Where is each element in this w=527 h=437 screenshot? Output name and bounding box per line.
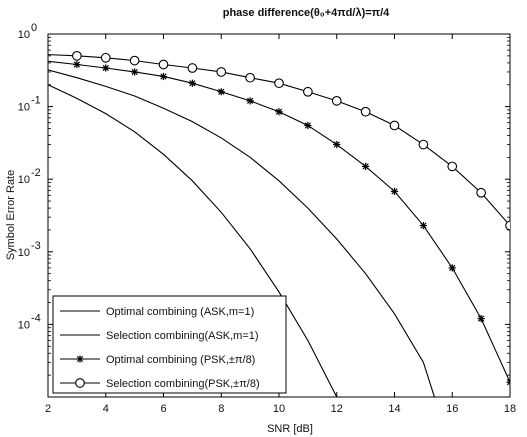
circle-marker [303,86,313,97]
y-tick-label-exponent: -4 [31,312,41,324]
x-tick-label: 18 [504,403,516,415]
star-marker [102,64,110,72]
star-marker [506,378,510,386]
x-tick-label: 14 [388,403,400,415]
circle-marker [274,78,284,89]
circle-marker [505,220,510,231]
legend-label: Selection combining(ASK,m=1) [106,330,259,342]
y-tick-label: 10 [18,319,30,331]
y-tick-label: 10 [18,102,30,114]
y-tick-label-exponent: -1 [31,95,41,107]
series-line [48,84,338,397]
circle-marker [75,378,85,388]
circle-marker [331,96,342,106]
x-tick-label: 4 [103,403,109,415]
star-marker [275,108,283,116]
x-tick-label: 12 [331,403,343,415]
star-marker [217,88,225,96]
legend-label: Optimal combining (ASK,m=1) [106,306,254,318]
legend-entry: Optimal combining (PSK,±π/8) [60,354,255,366]
y-axis-label: Symbol Error Rate [5,170,17,260]
circle-marker [187,63,198,73]
star-marker [304,121,312,130]
y-tick-label: 10 [18,247,30,259]
x-axis-label: SNR [dB] [267,423,313,435]
series-2 [48,69,436,397]
x-tick-label: 10 [273,403,285,415]
star-marker [477,315,485,323]
y-tick-label-exponent: 0 [31,22,37,34]
x-tick-label: 6 [160,403,166,415]
legend-entry: Optimal combining (ASK,m=1) [60,306,254,318]
x-tick-label: 8 [218,403,224,415]
circle-marker [245,72,255,83]
star-marker [159,72,168,81]
star-marker [188,79,196,87]
star-marker [419,221,427,230]
circle-marker [100,52,111,63]
circle-marker [476,187,486,198]
y-tick-label: 10 [18,29,30,41]
series-line [48,69,436,397]
chart-title: phase difference(θ₀+4πd/λ)=π/4 [223,7,390,19]
circle-marker [216,67,227,77]
series-1 [48,84,338,397]
circle-marker [158,59,169,70]
circle-marker [418,139,429,150]
star-marker [390,187,399,195]
legend-box [52,295,287,394]
y-tick-label: 10 [18,174,30,186]
series-4 [48,51,510,231]
legend: Optimal combining (ASK,m=1) Selection com… [52,295,287,394]
plot-area [48,51,510,397]
star-marker [362,162,370,171]
legend-entry: Selection combining(ASK,m=1) [60,330,259,342]
series-3 [48,60,510,386]
star-marker [448,264,456,272]
circle-marker [72,51,82,61]
star-marker [246,97,254,105]
legend-label: Optimal combining (PSK,±π/8) [106,354,255,366]
circle-marker [447,161,458,172]
x-tick-label: 2 [45,403,51,415]
legend-entry: Selection combining(PSK,±π/8) [60,378,260,390]
star-marker [76,355,84,363]
star-marker [131,68,139,76]
circle-marker [360,106,371,117]
legend-label: Selection combining(PSK,±π/8) [106,378,260,390]
star-marker [73,60,81,69]
x-tick-label: 16 [446,403,458,415]
circle-marker [389,120,400,131]
circle-marker [129,55,140,66]
y-tick-label-exponent: -3 [31,240,41,252]
y-tick-label-exponent: -2 [31,167,41,179]
star-marker [333,140,341,149]
